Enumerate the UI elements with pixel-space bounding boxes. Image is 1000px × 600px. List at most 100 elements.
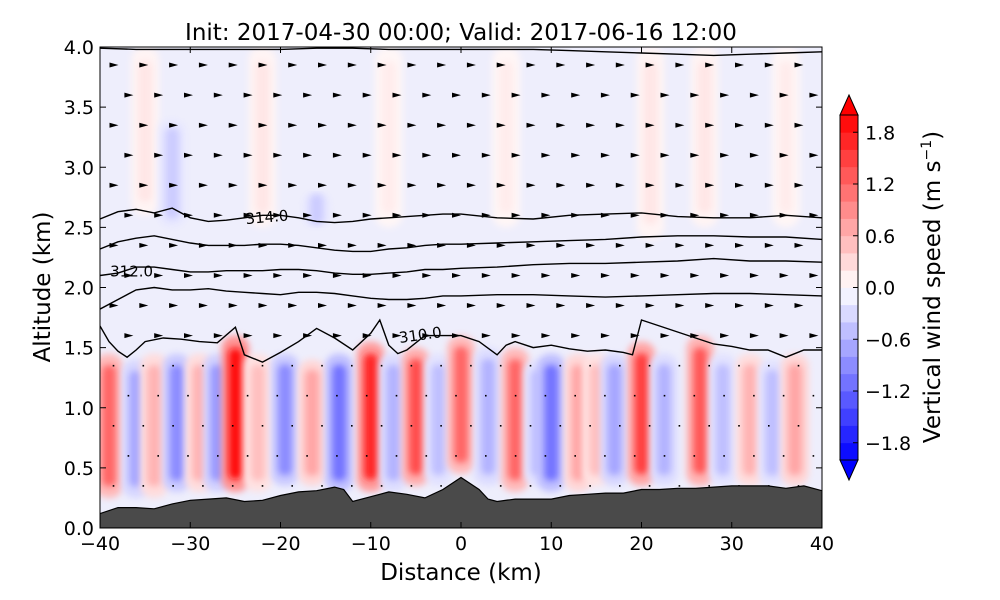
- wind-vector: [705, 182, 715, 188]
- wind-vector: [202, 364, 204, 367]
- wind-vector: [380, 485, 383, 487]
- wind-vector: [485, 455, 487, 457]
- wind-vector: [660, 92, 670, 98]
- wind-vector: [407, 182, 417, 188]
- colorbar-tick-label: −1.8: [865, 433, 911, 455]
- colorbar-band: [840, 339, 858, 357]
- wind-vector: [511, 152, 521, 158]
- wind-vector: [392, 212, 402, 218]
- wind-vector: [529, 485, 532, 487]
- colorbar-band: [840, 235, 858, 254]
- wind-vector: [648, 485, 651, 487]
- wind-vector: [318, 242, 327, 248]
- wind-vector: [794, 242, 804, 248]
- wind-vector: [797, 364, 800, 367]
- colorbar-band: [840, 149, 858, 168]
- wind-vector: [124, 333, 134, 339]
- wind-vector: [109, 122, 119, 128]
- wind-vector: [630, 273, 640, 278]
- wind-vector: [228, 303, 238, 308]
- wind-vector: [604, 455, 606, 457]
- wind-vector: [466, 62, 476, 68]
- wind-vector: [586, 182, 596, 188]
- colorbar-band: [840, 287, 858, 306]
- wind-vector: [526, 242, 536, 248]
- wind-vector: [273, 152, 283, 158]
- wind-vector: [109, 62, 119, 68]
- wind-vector: [154, 92, 164, 98]
- wind-vector: [407, 303, 417, 308]
- colorbar-band: [840, 356, 858, 375]
- vertical-wind-field: [100, 47, 809, 498]
- wind-vector: [690, 273, 700, 278]
- x-tick-label: 10: [539, 533, 563, 555]
- wind-vector: [797, 425, 800, 427]
- wind-vector: [615, 62, 625, 68]
- colorbar-band: [840, 218, 858, 237]
- wind-vector: [380, 364, 383, 367]
- wind-vector: [169, 62, 179, 68]
- wind-vector: [351, 425, 353, 427]
- wind-vector: [347, 242, 357, 248]
- y-tick-label: 2.0: [64, 278, 94, 300]
- wind-vector: [452, 333, 461, 339]
- wind-vector: [288, 242, 298, 248]
- wind-vector: [112, 425, 115, 427]
- wind-vector: [318, 303, 327, 308]
- wind-vector: [720, 273, 730, 278]
- y-tick-label: 3.0: [64, 157, 94, 179]
- wind-vector: [559, 425, 562, 427]
- wind-vector: [392, 92, 402, 98]
- wind-vector: [496, 242, 506, 248]
- wind-cell: [778, 61, 793, 213]
- wind-vector: [198, 182, 208, 188]
- x-tick-label: 20: [629, 533, 653, 555]
- wind-vector: [258, 182, 268, 188]
- wind-vector: [586, 303, 596, 308]
- wind-vector: [217, 394, 219, 397]
- colorbar-tick-label: −1.2: [865, 381, 911, 403]
- wind-vector: [511, 333, 521, 339]
- wind-vector: [586, 122, 596, 128]
- wind-vector: [169, 122, 179, 128]
- wind-vector: [291, 485, 293, 487]
- wind-vector: [749, 92, 759, 98]
- wind-vector: [526, 62, 536, 68]
- wind-vector: [213, 212, 223, 218]
- wind-vector: [794, 182, 804, 188]
- colorbar-band: [840, 408, 858, 426]
- wind-vector: [466, 182, 476, 188]
- colorbar-tick-label: 1.2: [865, 174, 895, 196]
- wind-vector: [481, 152, 491, 158]
- colorbar-band: [840, 442, 858, 461]
- wind-vector: [705, 303, 715, 308]
- colorbar-tick-label: −0.6: [865, 329, 911, 351]
- wind-vector: [812, 394, 815, 397]
- wind-vector: [109, 303, 119, 308]
- wind-vector: [202, 485, 204, 487]
- wind-vector: [336, 394, 338, 397]
- wind-vector: [544, 455, 547, 457]
- wind-vector: [303, 152, 313, 158]
- wind-vector: [362, 212, 372, 218]
- wind-cell: [571, 364, 586, 481]
- wind-vector: [184, 333, 193, 339]
- wind-vector: [139, 62, 149, 68]
- colorbar-label: Vertical wind speed (m s−1): [919, 131, 946, 443]
- wind-vector: [437, 122, 447, 128]
- wind-vector: [630, 212, 640, 218]
- wind-vector: [228, 242, 238, 248]
- wind-vector: [496, 182, 506, 188]
- wind-vector: [708, 485, 710, 487]
- wind-vector: [586, 62, 596, 68]
- wind-vector: [332, 152, 342, 158]
- wind-vector: [142, 364, 145, 367]
- colorbar-band: [840, 166, 858, 185]
- wind-vector: [377, 62, 387, 68]
- wind-vector: [511, 212, 521, 218]
- wind-vector: [291, 364, 293, 367]
- wind-vector: [615, 122, 625, 128]
- wind-vector: [797, 485, 800, 487]
- wind-cell: [386, 364, 401, 481]
- wind-vector: [556, 122, 566, 128]
